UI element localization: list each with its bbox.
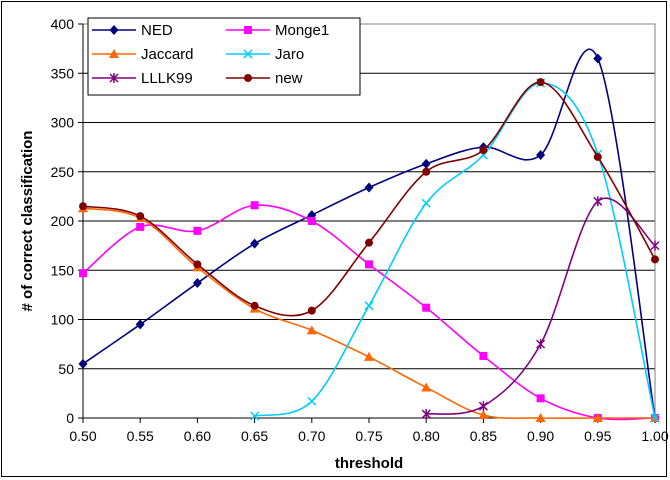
series-group: [78, 49, 660, 423]
legend-label: Jaccard: [141, 46, 194, 63]
data-point-new: [79, 202, 87, 210]
series-monge1: [79, 201, 659, 422]
y-tick-label: 100: [51, 312, 75, 328]
data-point-new: [193, 260, 201, 268]
legend-marker-new: [244, 74, 252, 82]
x-tick-label: 0.65: [241, 428, 268, 444]
y-tick-label: 200: [51, 213, 75, 229]
legend: NED Monge1 Jaccard Jaro LLLK99 new: [88, 18, 360, 95]
y-axis-title: # of correct classification: [19, 131, 36, 312]
legend-label: Jaro: [275, 46, 304, 63]
series-lllk99: [422, 196, 659, 419]
x-tick-label: 0.90: [527, 428, 554, 444]
data-point-jaro: [422, 199, 430, 207]
data-point-monge1: [308, 217, 316, 225]
x-tick-label: 0.50: [69, 428, 96, 444]
data-point-new: [365, 239, 373, 247]
data-point-lllk99: [594, 196, 602, 206]
y-tick-label: 0: [66, 410, 74, 426]
x-tick-label: 1.00: [641, 428, 668, 444]
series-line-ned: [83, 49, 655, 418]
series-line-monge1: [83, 205, 655, 419]
data-point-lllk99: [479, 401, 487, 411]
data-point-jaro: [308, 397, 316, 405]
data-point-jaccard: [421, 382, 431, 391]
data-point-new: [422, 168, 430, 176]
x-axis-title: threshold: [335, 455, 403, 472]
data-point-new: [479, 146, 487, 154]
legend-marker-monge1: [244, 26, 252, 34]
data-point-monge1: [79, 269, 87, 277]
data-point-new: [136, 212, 144, 220]
y-tick-label: 350: [51, 65, 75, 81]
data-point-monge1: [537, 394, 545, 402]
data-point-ned: [250, 239, 259, 249]
y-tick-label: 50: [58, 361, 74, 377]
x-tick-label: 0.95: [584, 428, 611, 444]
data-point-ned: [136, 319, 145, 329]
series-new: [79, 78, 659, 316]
x-tick-label: 0.80: [413, 428, 440, 444]
data-point-jaccard: [364, 352, 374, 361]
data-point-lllk99: [537, 339, 545, 349]
data-point-jaccard: [307, 325, 317, 334]
data-point-monge1: [479, 352, 487, 360]
data-point-new: [594, 153, 602, 161]
y-tick-label: 250: [51, 164, 75, 180]
data-point-ned: [193, 278, 202, 288]
data-point-monge1: [365, 260, 373, 268]
data-point-jaro: [365, 302, 373, 310]
data-point-ned: [422, 159, 431, 169]
legend-label: LLLK99: [141, 70, 193, 87]
x-tick-label: 0.70: [298, 428, 325, 444]
data-point-lllk99: [651, 241, 659, 251]
series-jaro: [251, 79, 659, 422]
data-point-ned: [593, 53, 602, 63]
series-line-lllk99: [426, 198, 655, 414]
legend-label: new: [275, 70, 303, 87]
series-line-jaro: [255, 83, 655, 418]
data-point-monge1: [136, 223, 144, 231]
data-point-monge1: [422, 304, 430, 312]
y-tick-label: 400: [51, 16, 75, 32]
data-point-new: [308, 307, 316, 315]
series-line-new: [83, 82, 655, 316]
x-tick-label: 0.55: [127, 428, 154, 444]
data-point-new: [651, 255, 659, 263]
data-point-monge1: [251, 201, 259, 209]
legend-label: NED: [141, 22, 173, 39]
legend-label: Monge1: [275, 22, 329, 39]
data-point-monge1: [193, 227, 201, 235]
x-tick-label: 0.85: [470, 428, 497, 444]
data-point-ned: [365, 183, 374, 193]
y-tick-label: 150: [51, 262, 75, 278]
data-point-ned: [79, 359, 88, 369]
data-point-new: [251, 302, 259, 310]
x-tick-label: 0.60: [184, 428, 211, 444]
data-point-new: [537, 78, 545, 86]
y-tick-label: 300: [51, 115, 75, 131]
x-tick-label: 0.75: [355, 428, 382, 444]
